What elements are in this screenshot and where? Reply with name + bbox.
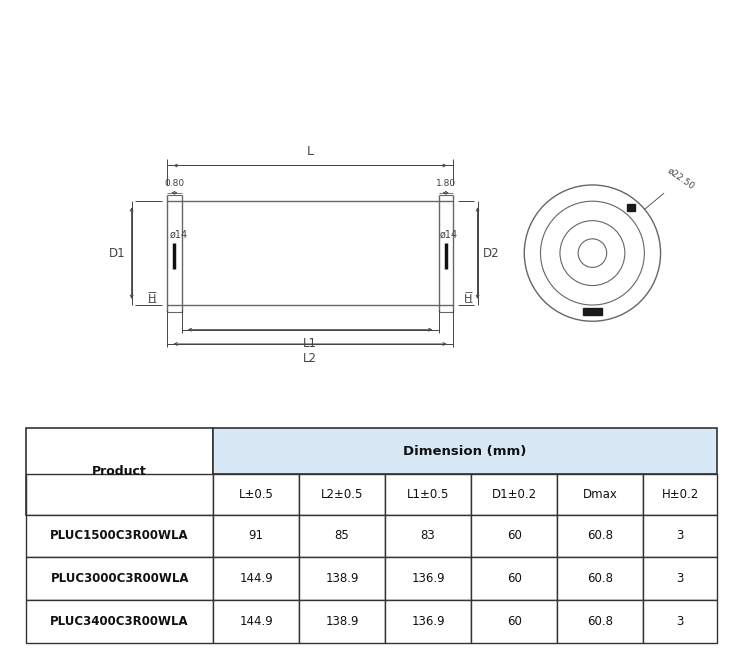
- Bar: [628, 204, 634, 211]
- Text: H: H: [464, 293, 472, 304]
- Bar: [471, 557, 557, 600]
- Bar: [299, 600, 385, 643]
- Text: ø14: ø14: [440, 230, 458, 240]
- Bar: [557, 557, 643, 600]
- Text: 60.8: 60.8: [587, 615, 613, 628]
- Text: 0.80: 0.80: [164, 178, 184, 188]
- Bar: [213, 515, 299, 557]
- Text: ø22.50: ø22.50: [665, 166, 696, 191]
- Text: H±0.2: H±0.2: [662, 488, 699, 501]
- Text: 138.9: 138.9: [326, 572, 358, 585]
- Bar: [385, 600, 471, 643]
- Bar: [557, 600, 643, 643]
- Text: 91: 91: [248, 530, 263, 543]
- Text: 60: 60: [507, 615, 521, 628]
- Bar: [213, 428, 717, 474]
- Bar: [643, 600, 717, 643]
- Text: 136.9: 136.9: [411, 615, 445, 628]
- Text: 85: 85: [334, 530, 350, 543]
- Text: ø14: ø14: [170, 230, 188, 240]
- Text: 1.80: 1.80: [436, 178, 456, 188]
- Text: L±0.5: L±0.5: [238, 488, 274, 501]
- Bar: [299, 557, 385, 600]
- Bar: [213, 474, 299, 515]
- Bar: [385, 557, 471, 600]
- Bar: [557, 515, 643, 557]
- Bar: [26, 428, 213, 515]
- Text: PLUC3400C3R00WLA: PLUC3400C3R00WLA: [50, 615, 189, 628]
- Text: Construction and Dimensions: Construction and Dimensions: [99, 31, 651, 64]
- Bar: [299, 474, 385, 515]
- Bar: [385, 515, 471, 557]
- Text: Dmax: Dmax: [583, 488, 617, 501]
- Text: 136.9: 136.9: [411, 572, 445, 585]
- Text: 60.8: 60.8: [587, 530, 613, 543]
- Text: Product: Product: [92, 465, 147, 478]
- Text: 144.9: 144.9: [239, 572, 273, 585]
- Bar: [26, 515, 213, 557]
- Text: D2: D2: [483, 247, 500, 260]
- Text: 83: 83: [421, 530, 436, 543]
- Text: 144.9: 144.9: [239, 615, 273, 628]
- Text: L2: L2: [303, 352, 317, 365]
- Bar: [643, 474, 717, 515]
- Text: D1: D1: [109, 247, 125, 260]
- Text: PLUC3000C3R00WLA: PLUC3000C3R00WLA: [50, 572, 189, 585]
- Bar: [213, 557, 299, 600]
- Text: 60: 60: [507, 530, 521, 543]
- Text: D1±0.2: D1±0.2: [491, 488, 537, 501]
- Bar: [643, 515, 717, 557]
- Bar: [643, 557, 717, 600]
- Text: Dimension (mm): Dimension (mm): [404, 445, 526, 458]
- Bar: [471, 600, 557, 643]
- Text: L2±0.5: L2±0.5: [321, 488, 363, 501]
- Bar: [26, 557, 213, 600]
- Bar: [584, 308, 602, 315]
- Bar: [26, 474, 213, 515]
- Text: 3: 3: [676, 615, 684, 628]
- Text: 3: 3: [676, 530, 684, 543]
- Bar: [299, 515, 385, 557]
- Bar: [471, 515, 557, 557]
- Text: L1±0.5: L1±0.5: [407, 488, 449, 501]
- Bar: [471, 474, 557, 515]
- Bar: [26, 600, 213, 643]
- Bar: [213, 600, 299, 643]
- Text: 138.9: 138.9: [326, 615, 358, 628]
- Bar: [385, 474, 471, 515]
- Text: PLUC1500C3R00WLA: PLUC1500C3R00WLA: [50, 530, 189, 543]
- Text: L1: L1: [303, 337, 317, 350]
- Text: L: L: [307, 145, 314, 158]
- Bar: [557, 474, 643, 515]
- Text: 3: 3: [676, 572, 684, 585]
- Text: 60.8: 60.8: [587, 572, 613, 585]
- Text: H: H: [148, 293, 156, 304]
- Text: 60: 60: [507, 572, 521, 585]
